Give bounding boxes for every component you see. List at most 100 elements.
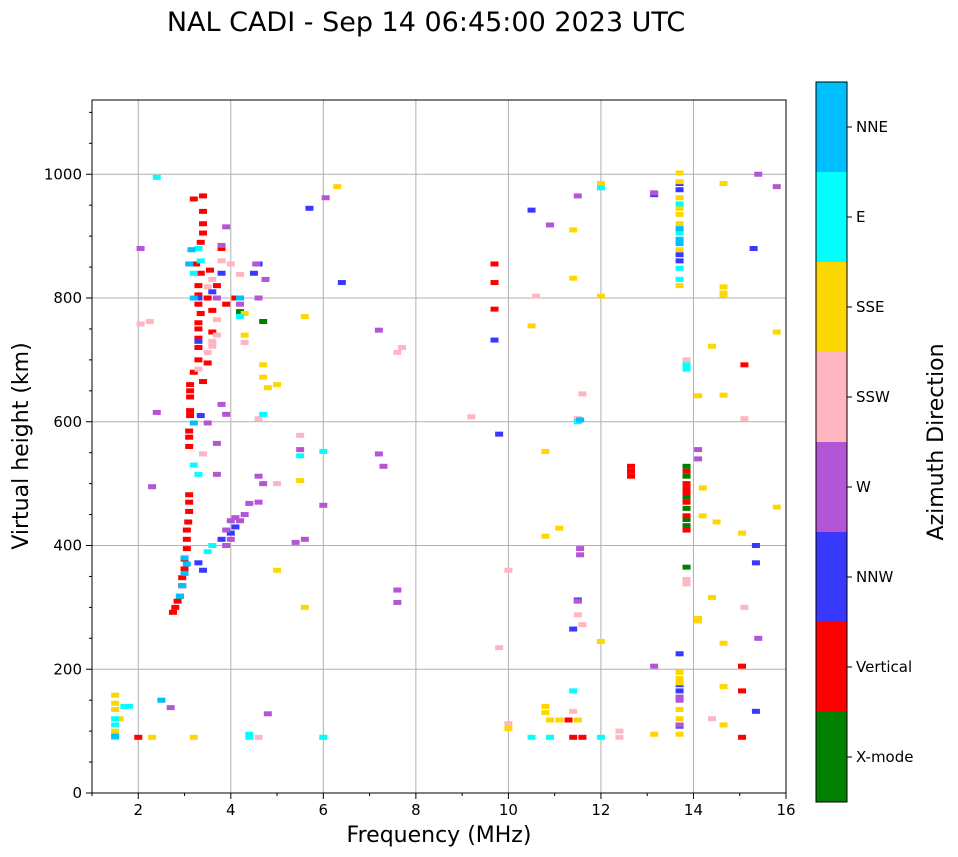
data-point-sse xyxy=(675,179,684,185)
data-point-sse xyxy=(694,393,703,399)
data-point-ssw xyxy=(573,612,582,618)
colorbar: X-mode Vertical NNW W SSW SSE E NNE xyxy=(815,81,913,803)
data-point-nnw xyxy=(194,295,203,301)
data-point-nnw xyxy=(194,560,203,566)
data-point-nnw xyxy=(749,246,758,251)
data-point-vertical xyxy=(682,527,691,533)
data-point-vertical xyxy=(740,362,749,368)
data-point-w xyxy=(252,261,261,267)
data-point-w xyxy=(300,536,309,542)
data-point-sse xyxy=(675,247,684,253)
data-point-sse xyxy=(333,184,342,190)
data-point-w xyxy=(321,195,330,201)
x-tick-label: 8 xyxy=(411,801,421,819)
data-point-vertical xyxy=(738,688,747,694)
colorbar-tick-label: X-mode xyxy=(856,748,913,766)
data-point-w xyxy=(236,301,245,307)
data-point-ssw xyxy=(273,481,282,487)
data-point-sse xyxy=(300,604,309,610)
colorbar-tick-label: W xyxy=(856,478,871,496)
colorbar-frame xyxy=(815,81,848,803)
data-point-nnw xyxy=(305,205,314,211)
data-point-ssw xyxy=(504,567,513,573)
data-point-ssw xyxy=(217,258,226,264)
data-point-vertical xyxy=(490,280,499,286)
data-point-e xyxy=(111,716,120,722)
data-point-sse xyxy=(707,594,716,600)
data-point-nne xyxy=(187,247,196,253)
y-tick-label: 1000 xyxy=(44,165,82,183)
data-point-nne xyxy=(185,261,194,267)
data-point-sse xyxy=(675,170,684,176)
colorbar-segment-e xyxy=(816,172,847,262)
data-point-ssw xyxy=(145,319,154,325)
data-point-nnw xyxy=(337,280,346,286)
data-point-w xyxy=(226,536,235,542)
data-point-nne xyxy=(157,697,166,703)
data-point-sse xyxy=(273,567,282,573)
data-point-e xyxy=(296,453,305,459)
data-point-w xyxy=(374,451,383,457)
data-point-x-mode xyxy=(682,463,691,469)
data-point-nnw xyxy=(231,524,240,530)
data-point-vertical xyxy=(203,295,212,301)
data-point-sse xyxy=(719,181,728,187)
data-point-w xyxy=(259,481,268,487)
data-point-vertical xyxy=(199,230,208,236)
data-point-sse xyxy=(675,669,684,675)
data-point-sse xyxy=(719,684,728,690)
data-point-vertical xyxy=(182,527,191,533)
data-point-sse xyxy=(707,343,716,349)
data-point-sse xyxy=(504,726,513,732)
data-point-vertical xyxy=(186,388,195,394)
data-point-w xyxy=(675,694,684,700)
data-point-w xyxy=(222,411,231,417)
data-point-w xyxy=(675,722,684,728)
data-point-vertical xyxy=(205,267,214,273)
data-point-sse xyxy=(263,385,272,391)
y-tick-label: 0 xyxy=(72,784,82,802)
data-point-sse xyxy=(675,283,684,289)
data-point-sse xyxy=(546,717,555,723)
data-point-vertical xyxy=(194,283,203,289)
data-point-ssw xyxy=(467,414,476,420)
data-point-ssw xyxy=(254,416,263,422)
data-point-sse xyxy=(675,676,684,682)
data-point-w xyxy=(291,539,300,545)
data-point-sse xyxy=(273,382,282,388)
data-point-vertical xyxy=(490,306,499,312)
data-point-vertical xyxy=(194,357,203,363)
data-point-w xyxy=(379,463,388,469)
data-point-vertical xyxy=(682,486,691,492)
data-point-ssw xyxy=(194,366,203,372)
x-tick-label: 4 xyxy=(226,801,236,819)
data-point-vertical xyxy=(196,310,205,316)
data-point-w xyxy=(136,246,145,251)
data-point-sse xyxy=(596,293,605,299)
data-point-ssw xyxy=(615,728,624,734)
data-point-w xyxy=(754,171,763,177)
data-point-x-mode xyxy=(682,523,691,529)
data-point-e xyxy=(152,174,161,180)
data-point-w xyxy=(754,635,763,641)
data-point-vertical xyxy=(182,536,191,542)
data-point-sse xyxy=(541,533,550,539)
data-point-sse xyxy=(719,392,728,398)
data-point-sse xyxy=(111,692,120,698)
data-point-vertical xyxy=(682,499,691,505)
data-point-w xyxy=(546,222,555,228)
data-point-e xyxy=(208,543,217,548)
data-point-e xyxy=(259,411,268,417)
data-point-vertical xyxy=(196,239,205,245)
data-point-vertical xyxy=(222,301,231,307)
data-point-sse xyxy=(698,485,707,491)
data-point-sse xyxy=(555,717,564,723)
data-point-vertical xyxy=(199,221,208,227)
data-point-w xyxy=(212,471,221,477)
data-point-ssw xyxy=(740,416,749,422)
data-point-vertical xyxy=(178,575,187,581)
data-point-w xyxy=(217,242,226,248)
data-point-nnw xyxy=(569,626,578,632)
data-point-sse xyxy=(555,525,564,531)
data-point-e xyxy=(319,448,328,454)
